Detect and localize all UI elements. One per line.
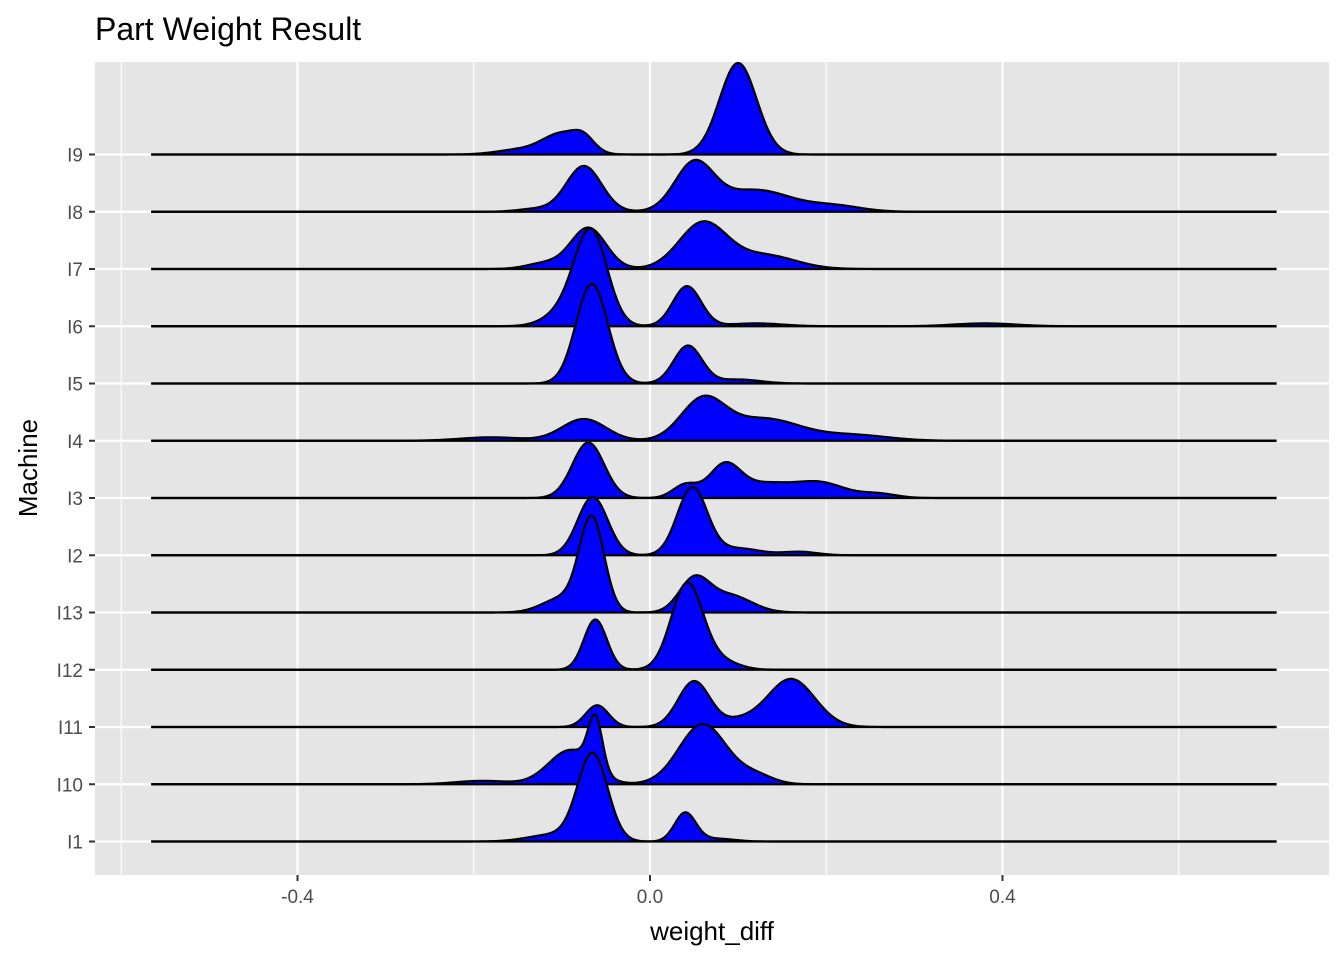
y-tick-label-i11: I11 [58, 718, 83, 739]
ridge-i8 [151, 158, 1277, 213]
ridge-i13 [151, 514, 1277, 614]
y-tick-label-i10: I10 [57, 775, 83, 796]
ridge-i1 [151, 751, 1277, 843]
y-tick-label-i8: I8 [67, 203, 83, 224]
y-tick-label-i6: I6 [67, 317, 83, 338]
y-tick-label-i3: I3 [67, 489, 83, 510]
ridge-i12 [151, 581, 1277, 671]
x-tick-label-1: 0.0 [637, 887, 663, 908]
y-tick-label-i1: I1 [67, 833, 83, 854]
ridge-i4 [151, 394, 1277, 442]
y-tick-label-i13: I13 [57, 604, 83, 625]
y-tick-label-i9: I9 [67, 146, 83, 167]
x-tick-label-0: -0.4 [281, 887, 314, 908]
x-axis-title: weight_diff [649, 916, 775, 946]
ridge-fill-i13 [151, 515, 1277, 613]
ridge-fill-i2 [151, 486, 1277, 556]
ridge-fill-i11 [151, 678, 1277, 727]
chart-title: Part Weight Result [95, 11, 361, 47]
ridges [151, 61, 1277, 843]
ridge-fill-i4 [151, 395, 1277, 441]
y-tick-label-i12: I12 [57, 661, 83, 682]
ridge-fill-i10 [151, 714, 1277, 785]
x-tick-label-2: 0.4 [989, 887, 1016, 908]
ridge-fill-i12 [151, 582, 1277, 670]
y-tick-label-i4: I4 [67, 432, 83, 453]
ridge-i6 [151, 227, 1277, 328]
ridge-fill-i8 [151, 159, 1277, 212]
ridge-fill-i7 [151, 221, 1277, 269]
ridge-i2 [151, 485, 1277, 557]
ridge-i10 [151, 712, 1277, 786]
ridge-i5 [151, 282, 1277, 385]
y-tick-label-i2: I2 [67, 546, 83, 567]
ridge-fill-i9 [151, 62, 1277, 155]
ridge-i3 [151, 441, 1277, 500]
y-axis-title: Machine [13, 419, 43, 517]
ridge-i9 [151, 61, 1277, 156]
ridge-i7 [151, 220, 1277, 271]
x-axis-ticks: -0.4 0.0 0.4 [281, 875, 1016, 908]
y-tick-label-i5: I5 [67, 375, 83, 396]
y-axis-ticks: I1 I10 I11 I12 I13 I2 I3 I4 I5 I6 I7 I8 I9 [57, 146, 95, 854]
ridge-i11 [151, 677, 1277, 729]
y-tick-label-i7: I7 [67, 260, 83, 281]
